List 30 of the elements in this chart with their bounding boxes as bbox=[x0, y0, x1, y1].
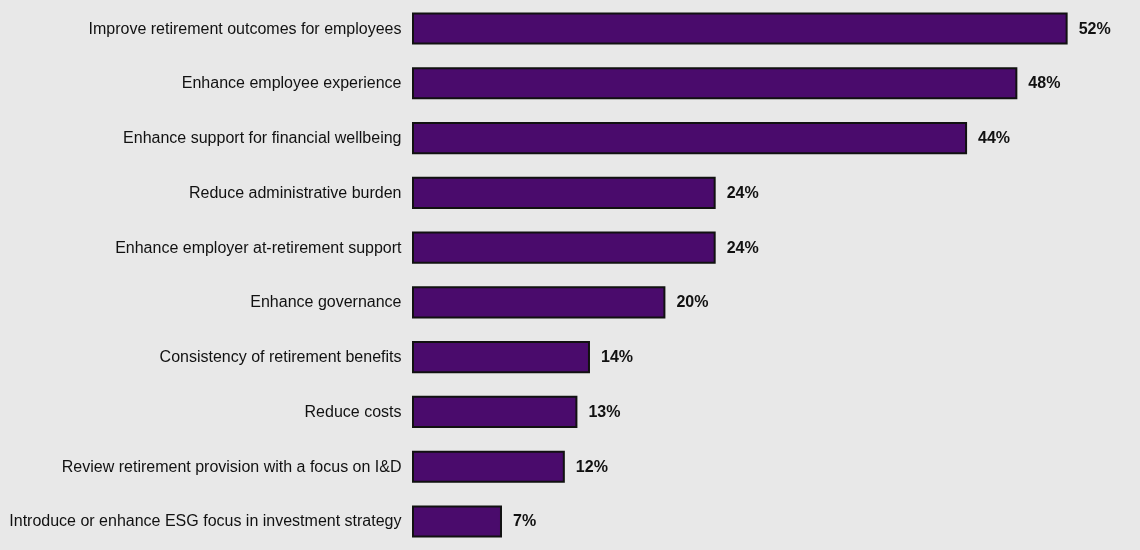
y-tick-label: Enhance employee experience bbox=[181, 74, 402, 92]
y-tick-label: Improve retirement outcomes for employees bbox=[88, 19, 402, 37]
data-label: 24% bbox=[726, 238, 759, 256]
y-tick-label: Introduce or enhance ESG focus in investment strategy bbox=[9, 512, 402, 530]
bar bbox=[412, 286, 666, 319]
y-tick-label: Enhance support for financial wellbeing bbox=[123, 129, 402, 147]
data-label: 44% bbox=[978, 129, 1011, 147]
y-tick-label: Reduce administrative burden bbox=[188, 183, 402, 201]
data-label: 24% bbox=[726, 183, 759, 201]
data-label: 7% bbox=[512, 512, 537, 530]
bar bbox=[412, 341, 590, 374]
bar bbox=[412, 505, 502, 538]
y-tick-label: Enhance governance bbox=[250, 293, 402, 311]
bar bbox=[412, 395, 578, 428]
data-label: 12% bbox=[575, 457, 608, 475]
data-label: 14% bbox=[600, 348, 634, 366]
bar bbox=[412, 67, 1018, 100]
bar bbox=[412, 12, 1068, 45]
y-tick-label: Enhance employer at-retirement support bbox=[115, 238, 403, 256]
y-tick-label: Consistency of retirement benefits bbox=[159, 348, 402, 366]
bar bbox=[412, 450, 565, 483]
bar bbox=[412, 122, 968, 155]
data-label: 48% bbox=[1028, 74, 1061, 92]
data-label: 52% bbox=[1078, 19, 1111, 37]
y-tick-label: Reduce costs bbox=[304, 402, 402, 420]
data-label: 13% bbox=[588, 402, 621, 420]
data-label: 20% bbox=[676, 293, 709, 311]
bar bbox=[412, 176, 716, 209]
y-tick-label: Review retirement provision with a focus on I&D bbox=[61, 457, 402, 475]
bar bbox=[412, 231, 716, 264]
